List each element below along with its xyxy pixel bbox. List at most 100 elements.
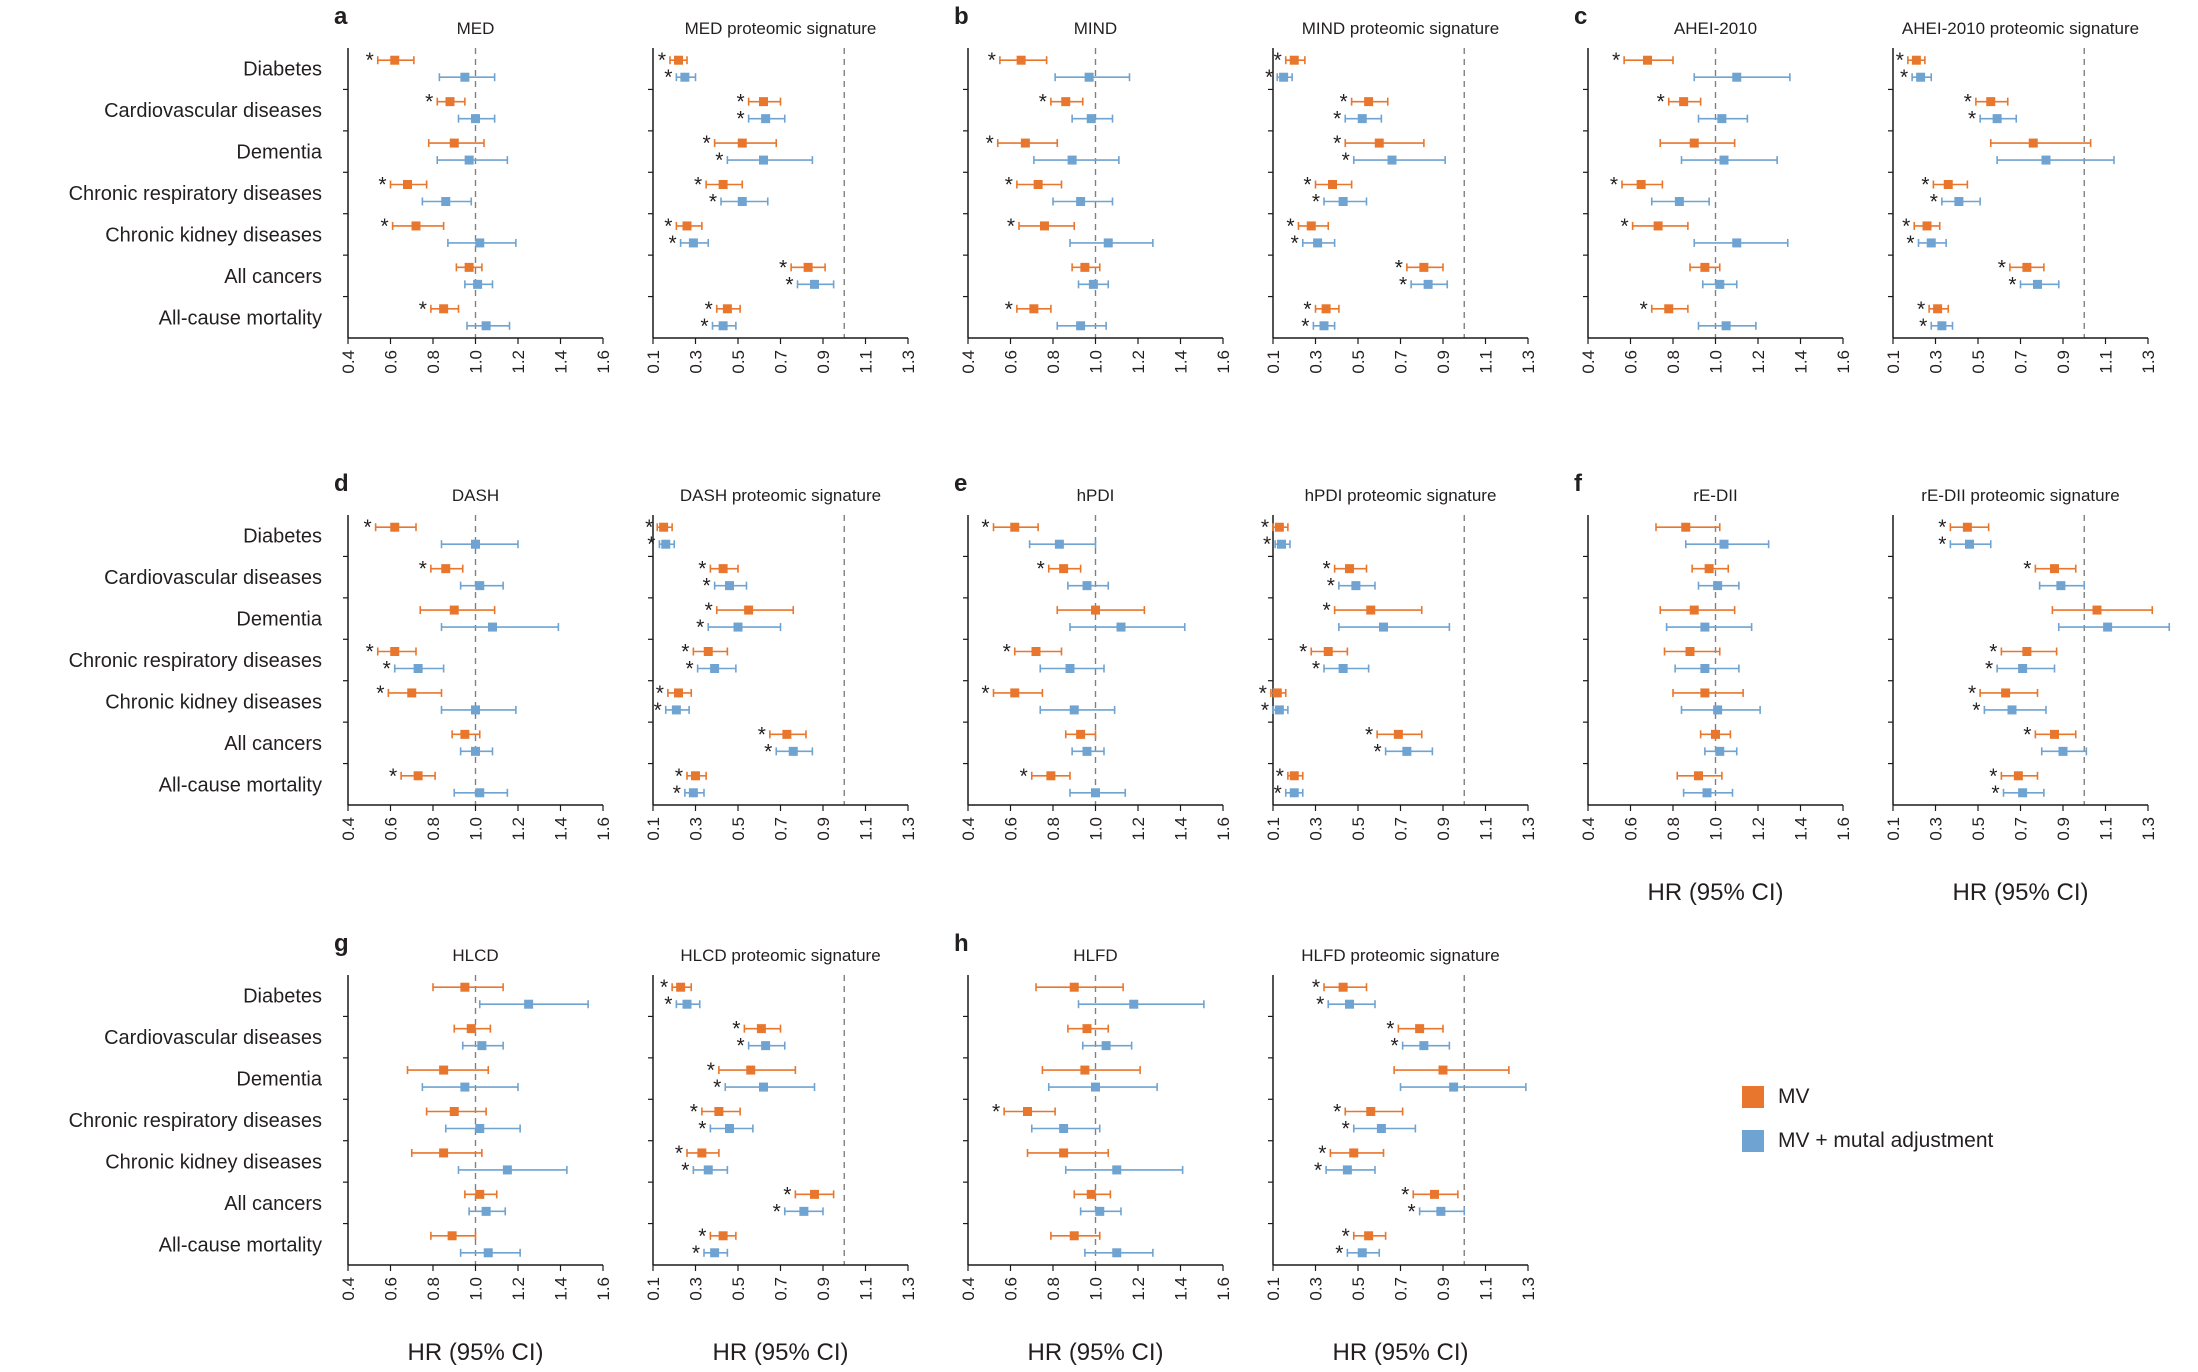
point-estimate-marker <box>799 1206 809 1216</box>
estimate-adj: * <box>1261 699 1289 722</box>
point-estimate-marker <box>441 197 451 206</box>
significance-asterisk: * <box>1373 740 1381 763</box>
point-estimate-marker <box>1704 564 1714 574</box>
x-tick-label: 0.6 <box>1002 350 1021 374</box>
x-tick-label: 0.8 <box>1044 350 1063 374</box>
significance-asterisk: * <box>705 298 713 321</box>
significance-asterisk: * <box>1291 232 1299 255</box>
estimate-mv <box>1067 1024 1110 1034</box>
point-estimate-marker <box>1091 605 1100 615</box>
point-estimate-marker <box>1689 138 1699 148</box>
significance-asterisk: * <box>1921 174 1929 197</box>
x-tick-label: 0.5 <box>1969 817 1988 841</box>
significance-asterisk: * <box>1900 66 1908 89</box>
x-tick-label: 1.4 <box>1792 817 1811 841</box>
point-estimate-marker <box>460 1082 470 1092</box>
point-estimate-marker <box>737 138 747 148</box>
x-tick-label: 1.0 <box>1087 1277 1106 1301</box>
estimate-adj: * <box>700 315 737 338</box>
point-estimate-marker <box>1436 1206 1446 1216</box>
significance-asterisk: * <box>656 682 664 705</box>
significance-asterisk: * <box>1919 315 1927 338</box>
significance-asterisk: * <box>1640 298 1648 321</box>
estimate-adj: * <box>1314 1159 1376 1182</box>
x-tick-label: 1.1 <box>1477 1277 1496 1301</box>
point-estimate-marker <box>1700 262 1710 272</box>
point-estimate-marker <box>1992 114 2002 124</box>
x-tick-label: 0.8 <box>424 1277 443 1301</box>
point-estimate-marker <box>659 522 669 532</box>
x-tick-label: 0.3 <box>1927 817 1946 841</box>
point-estimate-marker <box>439 304 449 314</box>
x-tick-label: 1.3 <box>2139 817 2158 841</box>
point-estimate-marker <box>2056 581 2066 591</box>
x-tick-label: 1.3 <box>1519 817 1538 841</box>
legend-item-mutual-adjustment: MV + mutal adjustment <box>1742 1129 1993 1153</box>
x-tick-label: 1.4 <box>552 817 571 841</box>
subplot-g-1: HLCD 0.4 0.6 0.8 1.0 1.2 1.4 1.6 HR (95% CI) <box>339 946 613 1366</box>
estimate-mv: * <box>758 723 807 746</box>
x-tick-label: 1.0 <box>467 1277 486 1301</box>
point-estimate-marker <box>1088 279 1098 289</box>
significance-asterisk: * <box>419 558 427 581</box>
significance-asterisk: * <box>705 599 713 622</box>
estimate-adj <box>1056 321 1107 331</box>
point-estimate-marker <box>1702 788 1712 798</box>
x-tick-label: 0.9 <box>2054 817 2073 841</box>
x-tick-label: 1.0 <box>467 350 486 374</box>
subplot-c-2: AHEI-2010 proteomic signature 0.1 0.3 0.5 0.… <box>1884 19 2158 374</box>
point-estimate-marker <box>1082 746 1092 756</box>
estimate-adj <box>457 114 496 124</box>
point-estimate-marker <box>680 72 690 82</box>
significance-asterisk: * <box>702 132 710 155</box>
point-estimate-marker <box>2013 771 2023 781</box>
significance-asterisk: * <box>1037 558 1045 581</box>
estimate-mv <box>1676 771 1723 781</box>
estimate-mv: * <box>1276 765 1304 788</box>
point-estimate-marker <box>725 1124 734 1133</box>
point-estimate-marker <box>1101 1041 1111 1051</box>
x-axis-label: HR (95% CI) <box>712 1339 848 1366</box>
estimate-mv: * <box>988 49 1048 72</box>
subplot-title: HLFD <box>1073 946 1117 965</box>
estimate-mv <box>432 982 504 992</box>
estimate-adj: * <box>1930 191 1981 214</box>
point-estimate-marker <box>1926 238 1936 248</box>
x-tick-label: 1.2 <box>1749 817 1768 841</box>
significance-asterisk: * <box>1263 533 1271 556</box>
estimate-mv: * <box>1037 558 1082 581</box>
point-estimate-marker <box>1679 97 1689 107</box>
significance-asterisk: * <box>1276 765 1284 788</box>
significance-asterisk: * <box>1005 174 1013 197</box>
x-tick-label: 0.7 <box>1392 1277 1411 1301</box>
x-tick-label: 0.4 <box>1579 817 1598 841</box>
significance-asterisk: * <box>1303 174 1311 197</box>
estimate-mv: * <box>1299 641 1349 664</box>
point-estimate-marker <box>2092 605 2102 615</box>
subplot-title: HLFD proteomic signature <box>1301 946 1499 965</box>
significance-asterisk: * <box>1896 49 1904 72</box>
point-estimate-marker <box>1719 539 1729 549</box>
significance-asterisk: * <box>690 1101 698 1124</box>
point-estimate-marker <box>471 705 480 715</box>
point-estimate-marker <box>2041 155 2051 165</box>
x-tick-label: 0.1 <box>644 350 663 374</box>
estimate-adj <box>1047 1082 1158 1092</box>
significance-asterisk: * <box>1327 575 1335 598</box>
significance-asterisk: * <box>383 658 391 681</box>
subplot-e-2: hPDI proteomic signature 0.1 0.3 0.5 0.7 0.9 1… <box>1259 486 1538 841</box>
estimate-mv <box>1989 138 2092 148</box>
x-tick-label: 0.4 <box>339 1277 358 1301</box>
point-estimate-marker <box>471 114 480 124</box>
estimate-adj <box>1697 581 1740 591</box>
point-estimate-marker <box>1430 1189 1439 1199</box>
outcome-label: Chronic kidney diseases <box>105 1151 322 1173</box>
x-tick-label: 0.1 <box>1264 1277 1283 1301</box>
significance-asterisk: * <box>376 682 384 705</box>
point-estimate-marker <box>475 581 485 591</box>
estimate-adj <box>1693 238 1789 248</box>
significance-asterisk: * <box>981 516 989 539</box>
estimate-mv: * <box>366 641 417 664</box>
significance-asterisk: * <box>1318 1142 1326 1165</box>
